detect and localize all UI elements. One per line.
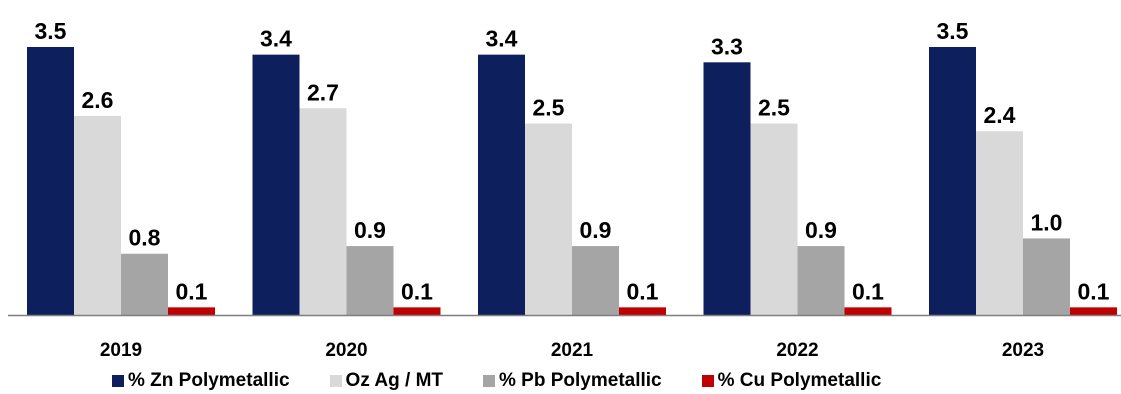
value-label-2020-2: 0.9 xyxy=(354,217,386,243)
bar-2019-1 xyxy=(74,115,121,316)
category-label-2022: 2022 xyxy=(776,340,818,361)
bar-2023-2 xyxy=(1023,238,1070,315)
value-label-2022-1: 2.5 xyxy=(758,95,790,121)
legend-label: % Zn Polymetallic xyxy=(128,370,290,391)
bar-2020-0 xyxy=(252,54,300,316)
category-label-2019: 2019 xyxy=(100,340,142,361)
value-label-2023-2: 1.0 xyxy=(1031,209,1063,235)
legend-item: % Cu Polymetallic xyxy=(701,370,882,392)
bar-2022-0 xyxy=(703,62,751,315)
legend-label: % Pb Polymetallic xyxy=(499,370,662,391)
value-label-2021-0: 3.4 xyxy=(486,26,518,52)
bar-2019-0 xyxy=(27,47,74,315)
legend-swatch xyxy=(483,375,495,387)
value-label-2021-3: 0.1 xyxy=(627,278,659,304)
bar-2020-1 xyxy=(299,108,347,315)
legend-label: Oz Ag / MT xyxy=(345,370,443,391)
value-label-2019-1: 2.6 xyxy=(82,87,114,113)
category-label-2020: 2020 xyxy=(325,340,367,361)
bar-2020-2 xyxy=(346,246,394,315)
bar-2021-1 xyxy=(525,123,572,315)
category-label-2021: 2021 xyxy=(551,340,594,361)
bar-2021-0 xyxy=(478,54,525,316)
value-label-2019-0: 3.5 xyxy=(35,18,67,44)
value-label-2023-0: 3.5 xyxy=(937,18,969,44)
bar-2022-3 xyxy=(844,307,892,315)
legend-item: % Pb Polymetallic xyxy=(483,370,662,392)
legend-swatch xyxy=(112,375,124,387)
legend-item: % Zn Polymetallic xyxy=(112,370,290,392)
value-label-2019-3: 0.1 xyxy=(176,278,208,304)
value-label-2021-1: 2.5 xyxy=(533,95,565,121)
bar-2023-1 xyxy=(976,131,1023,315)
value-label-2020-3: 0.1 xyxy=(401,278,433,304)
legend-label: % Cu Polymetallic xyxy=(717,370,882,391)
value-label-2022-2: 0.9 xyxy=(805,217,837,243)
value-label-2022-3: 0.1 xyxy=(852,278,884,304)
bar-2019-3 xyxy=(168,307,215,315)
value-label-2022-0: 3.3 xyxy=(711,33,743,59)
legend-swatch xyxy=(701,375,714,387)
bar-2021-2 xyxy=(572,246,619,315)
bar-2020-3 xyxy=(393,307,441,315)
value-label-2020-0: 3.4 xyxy=(260,26,292,52)
bar-2023-3 xyxy=(1070,307,1117,315)
category-label-2023: 2023 xyxy=(1002,340,1044,361)
legend-item: Oz Ag / MT xyxy=(329,370,443,392)
value-label-2021-2: 0.9 xyxy=(580,217,612,243)
value-label-2019-2: 0.8 xyxy=(129,225,161,251)
bar-2022-1 xyxy=(750,123,798,315)
value-label-2020-1: 2.7 xyxy=(307,79,339,105)
legend-swatch xyxy=(329,375,342,387)
value-label-2023-1: 2.4 xyxy=(984,102,1016,128)
value-label-2023-3: 0.1 xyxy=(1078,278,1110,304)
bar-2023-0 xyxy=(929,47,976,315)
bar-2019-2 xyxy=(121,253,168,315)
bar-2022-2 xyxy=(797,246,845,315)
bar-2021-3 xyxy=(619,307,666,315)
chart-legend: % Zn Polymetallic Oz Ag / MT % Pb Polymeta… xyxy=(112,368,921,394)
